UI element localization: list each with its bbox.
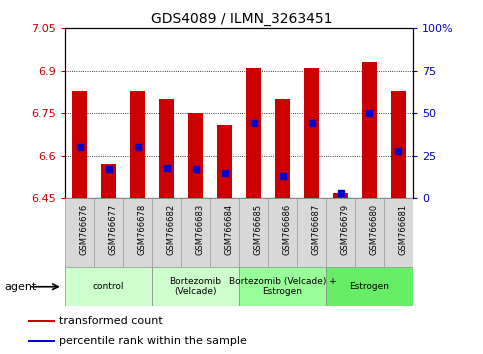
Text: Bortezomib
(Velcade): Bortezomib (Velcade)	[170, 277, 222, 296]
Bar	[65, 267, 152, 306]
Bar	[391, 91, 406, 198]
Bar	[304, 68, 319, 198]
Bar	[275, 99, 290, 198]
Bar	[326, 267, 413, 306]
Text: GSM766684: GSM766684	[225, 204, 234, 255]
Bar	[239, 198, 268, 267]
Bar	[28, 320, 55, 322]
Text: control: control	[93, 282, 125, 291]
Text: GDS4089 / ILMN_3263451: GDS4089 / ILMN_3263451	[151, 12, 332, 27]
Bar	[123, 198, 152, 267]
Bar	[384, 198, 413, 267]
Text: GSM766686: GSM766686	[283, 204, 292, 255]
Bar	[268, 198, 297, 267]
Bar	[130, 91, 145, 198]
Bar	[28, 339, 55, 342]
Bar	[333, 193, 348, 198]
Bar	[72, 91, 87, 198]
Text: GSM766677: GSM766677	[109, 204, 118, 255]
Bar	[326, 198, 355, 267]
Bar	[152, 267, 239, 306]
Bar	[101, 164, 116, 198]
Text: GSM766679: GSM766679	[341, 204, 350, 255]
Bar	[362, 62, 377, 198]
Text: GSM766678: GSM766678	[138, 204, 147, 255]
Bar	[159, 99, 174, 198]
Text: Bortezomib (Velcade) +
Estrogen: Bortezomib (Velcade) + Estrogen	[228, 277, 337, 296]
Text: GSM766680: GSM766680	[369, 204, 379, 255]
Text: agent: agent	[5, 282, 37, 292]
Text: transformed count: transformed count	[59, 316, 163, 326]
Bar	[152, 198, 181, 267]
Text: GSM766681: GSM766681	[398, 204, 408, 255]
Bar	[181, 198, 210, 267]
Bar	[210, 198, 239, 267]
Text: GSM766683: GSM766683	[196, 204, 205, 255]
Text: GSM766687: GSM766687	[312, 204, 321, 255]
Text: Estrogen: Estrogen	[350, 282, 389, 291]
Bar	[65, 198, 94, 267]
Text: percentile rank within the sample: percentile rank within the sample	[59, 336, 247, 346]
Text: GSM766682: GSM766682	[167, 204, 176, 255]
Bar	[355, 198, 384, 267]
Text: GSM766676: GSM766676	[80, 204, 89, 255]
Bar	[239, 267, 326, 306]
Bar	[94, 198, 123, 267]
Bar	[246, 68, 261, 198]
Bar	[297, 198, 326, 267]
Bar	[188, 113, 203, 198]
Bar	[217, 125, 232, 198]
Text: GSM766685: GSM766685	[254, 204, 263, 255]
